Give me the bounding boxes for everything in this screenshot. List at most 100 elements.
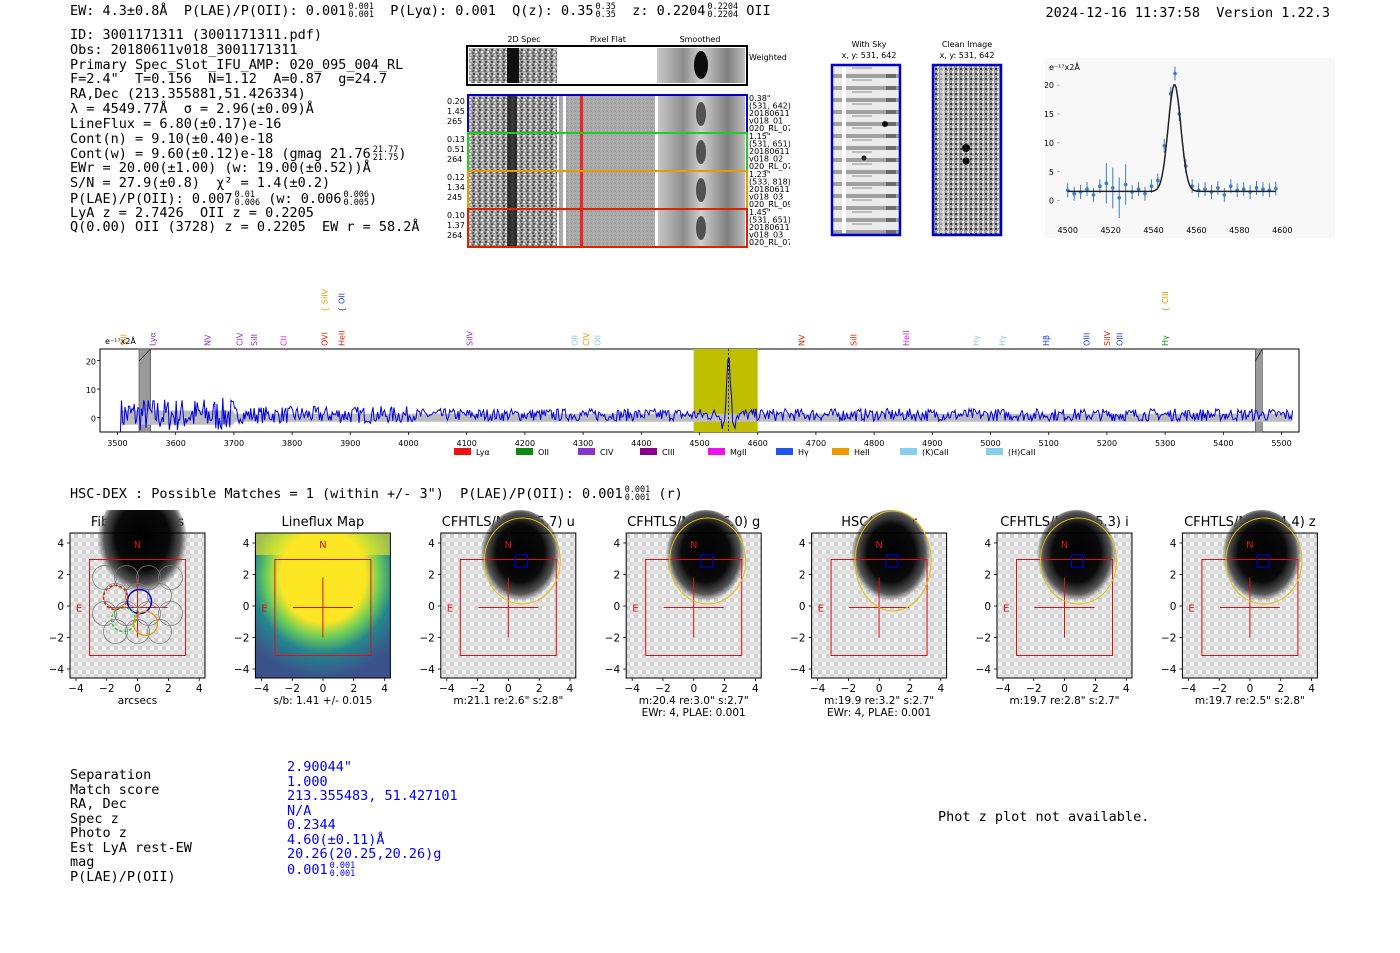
legend-swatch <box>578 448 595 455</box>
headline-qz: Q(z): 0.35 <box>512 3 594 19</box>
col-header-2dspec: 2D Spec <box>507 35 540 44</box>
spectral-line-label: SiII <box>250 334 259 346</box>
thumb-y-tick: 4 <box>799 538 806 550</box>
thumb-x-tick: 0 <box>134 683 141 695</box>
spectral-line-label: SiII <box>119 334 128 346</box>
fiber-smoothed-gap <box>656 210 658 246</box>
source-blob <box>1036 510 1117 606</box>
thumbnail-caption: m:19.7 re:2.5" s:2.8" <box>1195 695 1305 707</box>
hsc-dex-text: HSC-DEX : Possible Matches = 1 (within +… <box>70 486 623 502</box>
info-radec: RA,Dec (213.355881,51.426334) <box>70 86 306 103</box>
with-sky-title: With Sky <box>852 40 887 49</box>
thumb-y-tick: 0 <box>614 601 621 613</box>
info-plae-end: ) <box>369 190 378 207</box>
spectral-line-label: SiIV <box>1103 330 1112 346</box>
source-blob <box>480 510 561 606</box>
thumb-y-tick: −4 <box>976 664 992 676</box>
weighted-sum-label: Weighted Sum <box>749 53 790 62</box>
match-row: P(LAE)/P(OII) 0.001 0.001 0.001 <box>70 861 355 885</box>
fiber-smoothed-source <box>696 178 706 202</box>
fiber-stat: 0.20 <box>447 97 465 106</box>
thumb-y-tick: −4 <box>234 664 250 676</box>
fit-x-tick: 4580 <box>1229 226 1249 235</box>
fiber-2dspec-source <box>507 96 517 132</box>
spectrum-x-tick: 4900 <box>922 439 942 448</box>
headline-plae-lo: 0.001 <box>348 10 374 20</box>
match-row: Spec z N/A <box>70 803 311 827</box>
fiber-flat-marker <box>580 172 583 208</box>
spectrum-x-tick: 4600 <box>748 439 768 448</box>
spectrum-x-tick: 3500 <box>107 439 127 448</box>
thumbnail-panel: CFHTLS/Meg(25.3) iNE420−2−4−4−2024m:19.7… <box>976 510 1133 707</box>
spectrum-x-tick: 5500 <box>1271 439 1291 448</box>
fit-point <box>1098 184 1102 189</box>
spectral-line-label: CIV <box>582 332 591 346</box>
fiber-note: v018_01 <box>749 117 783 126</box>
fiber-stat: 0.51 <box>447 145 465 154</box>
fiber-note: 020_RL_073 <box>749 162 790 171</box>
spectral-line-label: OVI <box>321 332 330 346</box>
info-fiber-params: F=2.4" T=0.156 N=1.12 A=0.87 g=24.7 <box>70 71 387 88</box>
north-marker: N <box>505 540 512 551</box>
headline-z-range: 0.2204 0.2204 <box>707 3 738 20</box>
aperture-box <box>274 559 372 656</box>
spectrum-y-tick: 10 <box>86 386 96 395</box>
fit-y-tick: 15 <box>1045 110 1054 119</box>
hsc-dex-summary: HSC-DEX : Possible Matches = 1 (within +… <box>70 486 683 503</box>
legend-swatch <box>708 448 725 455</box>
spectrum-x-tick: 4200 <box>515 439 535 448</box>
spectral-line-label: Hγ <box>998 335 1007 346</box>
spectrum-x-tick: 5400 <box>1213 439 1233 448</box>
fit-x-tick: 4520 <box>1100 226 1120 235</box>
photz-note: Phot z plot not available. <box>938 809 1150 825</box>
line-fit-svg: e⁻¹⁷x2Å 0 5 10 15 20 4500 4520 4540 4560 4580 460… <box>1044 58 1335 238</box>
thumb-y-tick: 0 <box>57 601 64 613</box>
match-plae-lo: 0.001 <box>329 868 356 879</box>
thumb-y-tick: −4 <box>605 664 621 676</box>
thumb-y-tick: 4 <box>1170 538 1177 550</box>
fiber-note: v018_03 <box>749 193 783 202</box>
fit-point <box>1149 184 1154 189</box>
spectral-line-label: OIII <box>1083 333 1092 346</box>
fiber-border <box>467 208 748 248</box>
east-marker: E <box>261 604 267 615</box>
match-box <box>1071 554 1084 568</box>
fiber-2dspec-source <box>507 134 517 170</box>
match-value-score: 1.000 <box>287 773 328 790</box>
info-ewr: EWr = 20.00(±1.00) (w: 19.00(±0.52))Å <box>70 160 371 177</box>
headline-plya: P(Lyα): 0.001 <box>390 3 496 19</box>
thumbnail-panel: CFHTLS/Meg(26.0) gNE420−2−4−4−2024m:20.4… <box>605 510 762 719</box>
thumb-x-tick: 2 <box>907 683 914 695</box>
aperture-box <box>89 559 186 656</box>
match-box <box>885 554 899 568</box>
fiber-stat: 0.10 <box>447 211 465 220</box>
thumb-y-tick: −2 <box>976 633 991 645</box>
thumb-x-tick: −4 <box>68 683 84 695</box>
thumb-x-tick: 0 <box>1247 683 1254 695</box>
info-plae-w-hi: 0.006 <box>343 189 370 200</box>
match-value-lya-ew: 4.60(±0.11)Å <box>287 831 385 848</box>
detection-info: ID: 3001171311 (3001171311.pdf) Obs: 201… <box>70 28 420 235</box>
thumb-x-tick: −2 <box>841 683 856 695</box>
match-table: Separation 2.90044" Match score 1.000 RA, … <box>70 760 458 885</box>
north-marker: N <box>319 540 326 551</box>
legend-label: Hγ <box>798 448 809 457</box>
fit-point <box>1274 186 1278 191</box>
fit-x-tick: 4600 <box>1272 226 1292 235</box>
fiber-flat-marker <box>580 96 583 132</box>
fiber-circle <box>114 565 139 590</box>
east-marker: E <box>818 604 824 615</box>
fit-point <box>1123 182 1128 187</box>
spectral-line-label: SiII <box>850 334 859 346</box>
col-header-smoothed: Smoothed <box>680 35 721 44</box>
info-plae-w-lo: 0.005 <box>343 197 370 208</box>
fit-point <box>1261 187 1265 191</box>
masked-region <box>138 348 151 433</box>
match-label-plae: P(LAE)/P(OII) <box>70 868 176 885</box>
thumb-x-tick: 0 <box>320 683 327 695</box>
thumb-y-tick: 2 <box>428 570 435 582</box>
fit-point <box>1072 191 1076 196</box>
thumb-x-tick: 2 <box>1277 683 1284 695</box>
info-oii-q: Q(0.00) OII (3728) z = 0.2205 EW r = 58.… <box>70 219 420 236</box>
match-value-radec: 213.355483, 51.427101 <box>287 788 458 804</box>
